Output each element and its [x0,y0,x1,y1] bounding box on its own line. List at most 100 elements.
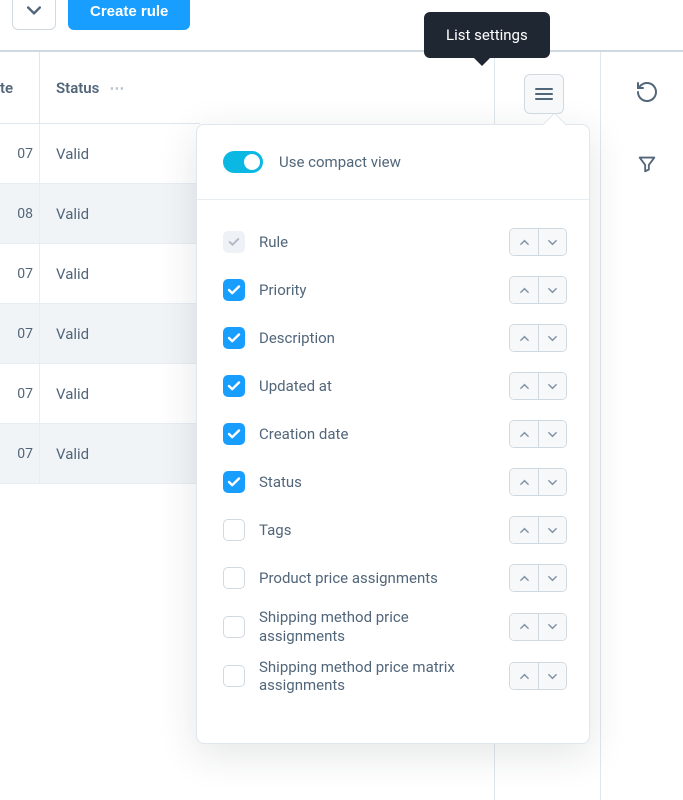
column-visibility-row: Priority [223,266,567,314]
move-up-button[interactable] [510,614,538,640]
column-menu-icon[interactable]: ⋯ [109,79,124,97]
column-visibility-row: Updated at [223,362,567,410]
cell-date: 07 [0,124,40,183]
list-settings-popover: Use compact view Rule Priority Description… [196,124,590,744]
move-down-button[interactable] [538,421,566,447]
move-down-button[interactable] [538,663,566,689]
column-order-control [509,662,567,690]
move-up-button[interactable] [510,421,538,447]
column-visibility-row: Description [223,314,567,362]
column-checkbox[interactable] [223,616,245,638]
column-order-control [509,516,567,544]
column-order-control [509,420,567,448]
column-header-status[interactable]: Status ⋯ [40,79,200,97]
popover-body: Rule Priority Description Updated at Creatio… [197,200,589,743]
cell-status: Valid [40,265,200,283]
toolbar-dropdown[interactable] [12,0,56,30]
cell-date: 07 [0,424,40,483]
move-down-button[interactable] [538,565,566,591]
move-down-button[interactable] [538,325,566,351]
cell-status: Valid [40,445,200,463]
column-order-control [509,468,567,496]
filter-icon [636,153,658,175]
column-checkbox[interactable] [223,327,245,349]
column-label: Creation date [259,419,495,450]
column-visibility-row: Tags [223,506,567,554]
move-down-button[interactable] [538,229,566,255]
table-row[interactable]: 07Valid [0,424,200,484]
column-visibility-row: Shipping method price assignments [223,602,567,652]
menu-icon [535,87,553,101]
column-label: Description [259,323,495,354]
column-label: Product price assignments [259,563,495,594]
column-checkbox[interactable] [223,567,245,589]
column-visibility-row: Rule [223,218,567,266]
column-label: Status [259,467,495,498]
column-order-control [509,372,567,400]
column-header-date[interactable]: te [0,52,40,123]
list-settings-button[interactable] [524,74,564,114]
column-visibility-row: Status [223,458,567,506]
move-up-button[interactable] [510,325,538,351]
move-up-button[interactable] [510,373,538,399]
cell-date: 07 [0,244,40,303]
column-checkbox[interactable] [223,665,245,687]
column-label: Priority [259,275,495,306]
move-up-button[interactable] [510,517,538,543]
cell-status: Valid [40,385,200,403]
tooltip-label: List settings [446,26,528,44]
table-row[interactable]: 08Valid [0,184,200,244]
column-label: Shipping method price matrix assignments [259,652,495,702]
move-down-button[interactable] [538,614,566,640]
toolbar: Create rule [0,0,683,50]
compact-view-toggle[interactable] [223,151,263,173]
cell-status: Valid [40,325,200,343]
column-order-control [509,276,567,304]
column-label: Rule [259,227,495,258]
table-row[interactable]: 07Valid [0,244,200,304]
column-divider [600,52,601,800]
move-up-button[interactable] [510,229,538,255]
column-label: Tags [259,515,495,546]
column-checkbox[interactable] [223,375,245,397]
move-up-button[interactable] [510,663,538,689]
table-header: te Status ⋯ [0,52,200,124]
move-down-button[interactable] [538,469,566,495]
table-row[interactable]: 07Valid [0,364,200,424]
column-order-control [509,324,567,352]
column-order-control [509,564,567,592]
move-down-button[interactable] [538,277,566,303]
column-header-status-label: Status [56,79,99,97]
column-checkbox[interactable] [223,279,245,301]
cell-status: Valid [40,205,200,223]
column-checkbox[interactable] [223,519,245,541]
column-list[interactable]: Rule Priority Description Updated at Creatio… [223,218,581,725]
chevron-down-icon [27,4,41,18]
cell-date: 07 [0,304,40,363]
move-up-button[interactable] [510,469,538,495]
cell-status: Valid [40,145,200,163]
table-row[interactable]: 07Valid [0,124,200,184]
column-label: Shipping method price assignments [259,602,495,652]
move-up-button[interactable] [510,277,538,303]
create-rule-button[interactable]: Create rule [68,0,190,30]
column-label: Updated at [259,371,495,402]
table-row[interactable]: 07Valid [0,304,200,364]
column-order-control [509,228,567,256]
column-checkbox[interactable] [223,423,245,445]
column-checkbox[interactable] [223,231,245,253]
refresh-button[interactable] [633,78,661,106]
filter-button[interactable] [633,150,661,178]
move-down-button[interactable] [538,517,566,543]
column-visibility-row: Shipping method price matrix assignments [223,652,567,702]
move-down-button[interactable] [538,373,566,399]
column-visibility-row: Product price assignments [223,554,567,602]
compact-view-label: Use compact view [279,153,401,171]
side-actions [633,78,661,178]
column-checkbox[interactable] [223,471,245,493]
column-visibility-row: Creation date [223,410,567,458]
list-settings-tooltip: List settings [424,12,550,58]
move-up-button[interactable] [510,565,538,591]
cell-date: 07 [0,364,40,423]
column-order-control [509,613,567,641]
